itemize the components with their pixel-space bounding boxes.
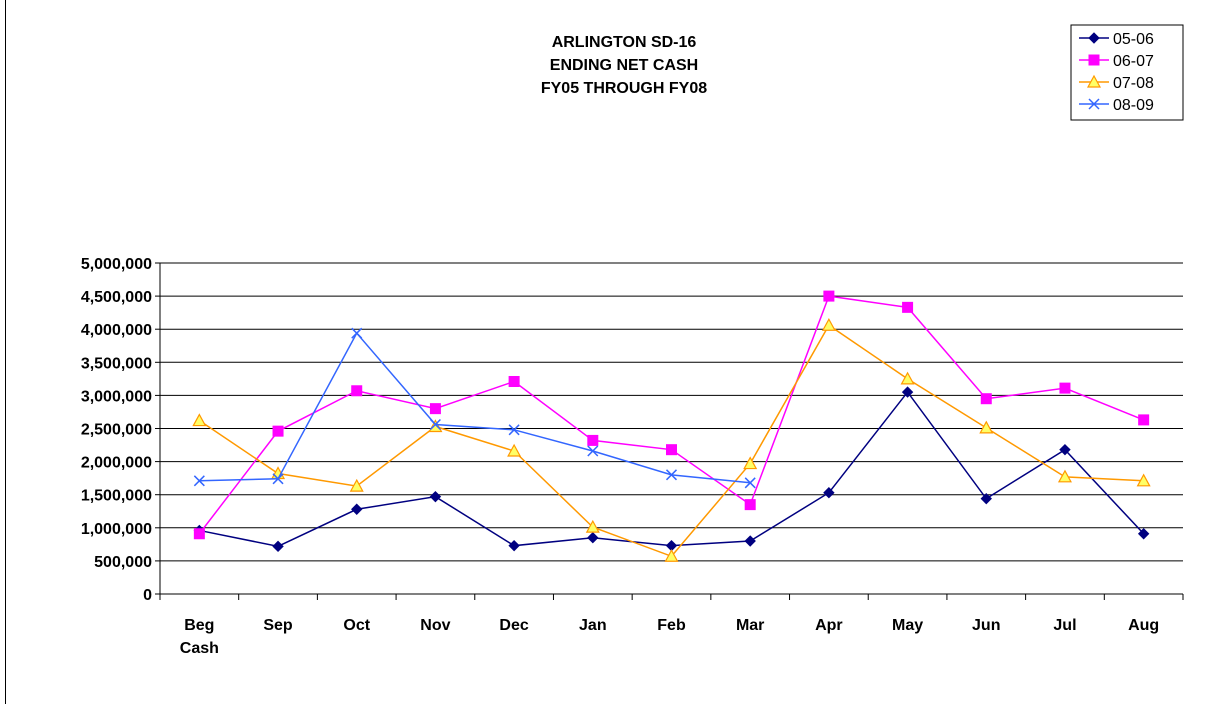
x-tick-label: Jun <box>972 617 1000 634</box>
y-tick-label: 4,500,000 <box>81 289 152 306</box>
x-tick-label: Oct <box>343 617 370 634</box>
x-tick-label: Aug <box>1128 617 1159 634</box>
x-tick-label: Sep <box>263 617 293 634</box>
x-tick-label: Jan <box>579 617 607 634</box>
x-tick-label: Feb <box>657 617 686 634</box>
point <box>509 376 519 386</box>
y-tick-label: 0 <box>143 587 152 604</box>
legend-label: 07-08 <box>1113 75 1154 92</box>
chart-title: FY05 THROUGH FY08 <box>541 80 707 97</box>
y-tick-label: 1,000,000 <box>81 521 152 538</box>
x-tick-label: Nov <box>420 617 450 634</box>
point <box>745 500 755 510</box>
y-tick-label: 3,000,000 <box>81 388 152 405</box>
x-tick-label: Apr <box>815 617 843 634</box>
point <box>194 529 204 539</box>
point <box>588 435 598 445</box>
x-tick-label-line: Beg <box>184 617 214 634</box>
y-tick-label: 5,000,000 <box>81 256 152 273</box>
legend-label: 06-07 <box>1113 53 1154 70</box>
point <box>1139 415 1149 425</box>
y-tick-label: 2,500,000 <box>81 422 152 439</box>
x-tick-label-line: Cash <box>180 640 219 657</box>
point <box>824 291 834 301</box>
point <box>903 302 913 312</box>
point <box>1089 55 1099 65</box>
point <box>430 404 440 414</box>
x-tick-label: Dec <box>499 617 528 634</box>
y-tick-label: 4,000,000 <box>81 322 152 339</box>
y-tick-label: 1,500,000 <box>81 488 152 505</box>
x-tick-label: May <box>892 617 923 634</box>
point <box>667 445 677 455</box>
point <box>1060 383 1070 393</box>
legend-label: 08-09 <box>1113 97 1154 114</box>
y-tick-label: 2,000,000 <box>81 455 152 472</box>
chart-title: ARLINGTON SD-16 <box>552 34 697 51</box>
point <box>981 394 991 404</box>
point <box>352 386 362 396</box>
y-tick-label: 500,000 <box>94 554 152 571</box>
legend-label: 05-06 <box>1113 31 1154 48</box>
y-tick-label: 3,500,000 <box>81 355 152 372</box>
chart-title: ENDING NET CASH <box>550 57 698 74</box>
x-tick-label: Mar <box>736 617 764 634</box>
point <box>273 426 283 436</box>
x-tick-label: Jul <box>1053 617 1076 634</box>
